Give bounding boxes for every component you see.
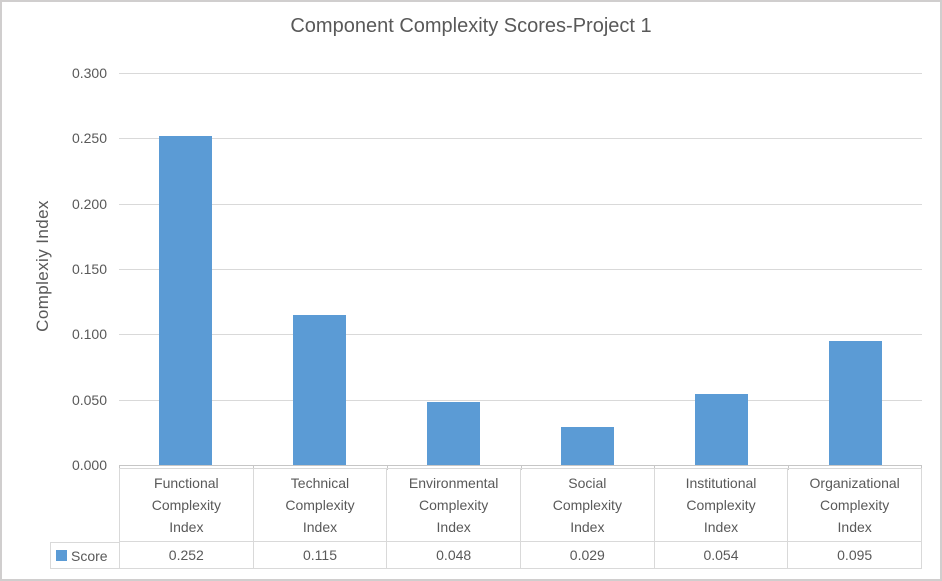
legend-label: Score <box>71 547 108 564</box>
y-tick-label: 0.200 <box>71 195 107 212</box>
legend-cell: Score <box>50 542 120 569</box>
gridline <box>119 269 922 270</box>
score-value-technical-complexity-index: 0.115 <box>253 542 388 569</box>
x-axis-tick <box>654 465 656 470</box>
category-header-social-complexity-index: Social Complexity Index <box>521 469 655 542</box>
gridline <box>119 138 922 140</box>
y-tick-label: 0.250 <box>71 130 107 147</box>
score-value-organizational-complexity-index: 0.095 <box>788 542 922 569</box>
category-header-organizational-complexity-index: Organizational Complexity Index <box>788 469 922 542</box>
x-axis-tick <box>520 465 522 470</box>
bar-functional-complexity-index <box>159 135 213 465</box>
y-tick-label: 0.300 <box>71 65 107 81</box>
bar-organizational-complexity-index <box>828 340 882 465</box>
gridline <box>119 399 922 401</box>
y-tick-label: 0.000 <box>71 457 107 473</box>
score-value-institutional-complexity-index: 0.054 <box>654 542 789 569</box>
category-header-technical-complexity-index: Technical Complexity Index <box>253 469 388 542</box>
x-axis-tick <box>119 465 120 470</box>
gridline <box>119 334 922 336</box>
category-header-institutional-complexity-index: Institutional Complexity Index <box>654 469 789 542</box>
x-axis-tick <box>386 465 388 470</box>
chart-title: Component Complexity Scores-Project 1 <box>290 15 652 37</box>
bar-social-complexity-index <box>560 427 614 465</box>
bar-technical-complexity-index <box>293 314 347 465</box>
category-header-functional-complexity-index: Functional Complexity Index <box>120 469 254 542</box>
plot-area <box>119 73 922 470</box>
data-table: Functional Complexity Index Technical Com… <box>119 468 922 569</box>
gridline <box>119 73 922 74</box>
category-header-environmental-complexity-index: Environmental Complexity Index <box>387 469 521 542</box>
x-axis-tick <box>921 465 922 470</box>
score-value-social-complexity-index: 0.029 <box>521 542 655 569</box>
y-tick-label: 0.150 <box>71 261 107 277</box>
bar-institutional-complexity-index <box>694 394 748 465</box>
gridline <box>119 203 922 205</box>
y-tick-label: 0.100 <box>71 326 107 343</box>
bar-environmental-complexity-index <box>427 402 481 465</box>
x-axis-tick <box>788 465 790 470</box>
y-tick-label: 0.050 <box>71 391 107 408</box>
score-series-swatch-icon <box>56 550 67 561</box>
score-value-environmental-complexity-index: 0.048 <box>387 542 521 569</box>
score-value-functional-complexity-index: 0.252 <box>120 542 254 569</box>
x-axis-tick <box>252 465 254 470</box>
